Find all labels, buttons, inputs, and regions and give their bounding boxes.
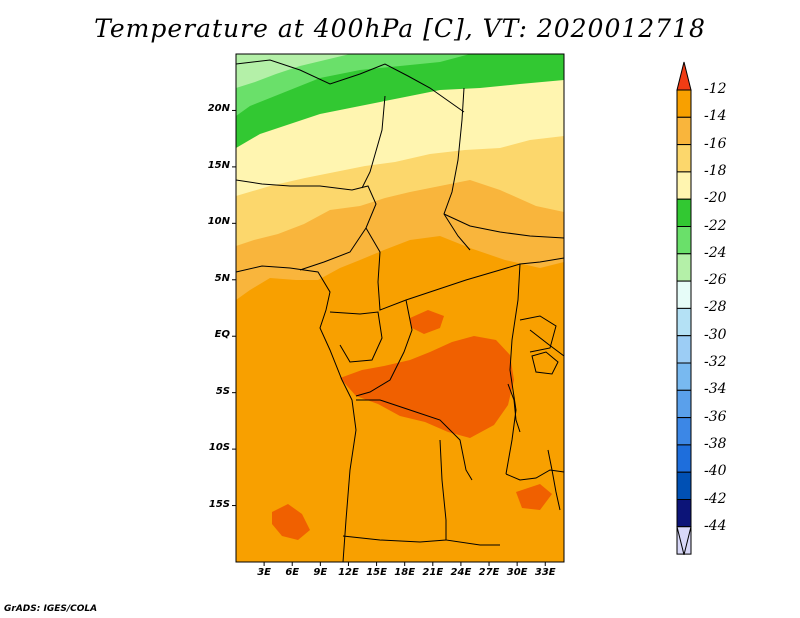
border-cameroon-car [365,227,564,311]
colorbar-level-label: -42 [704,490,727,507]
lat-tick-label: 15N [207,159,230,171]
colorbar-level-label: -40 [704,463,727,480]
lon-tick-label: 24E [450,567,472,578]
lon-tick-label: 33E [534,567,556,578]
coastline [236,265,357,562]
colorbar-swatch [676,389,692,419]
colorbar-swatch [676,444,692,473]
map-title: Temperature at 400hPa [C], VT: 202001271… [94,14,706,43]
lat-tick-label: 10S [208,442,230,454]
colorbar-swatch [676,417,692,446]
colorbar-swatch [676,280,692,309]
colorbar-level-label: -20 [704,190,727,207]
colorbar-level-label: -18 [704,162,727,179]
field-patch-minus12-congo [340,336,514,438]
lake-tanganyika [507,383,521,433]
border-nigeria [236,179,377,271]
field-band-minus26 [236,54,350,88]
lon-tick-label: 21E [422,567,444,578]
lat-tick-label: 20N [207,103,230,115]
axis-tick-marks [232,109,546,566]
lake-malawi [547,449,561,511]
colorbar-swatch [676,499,692,528]
border-zambia-tanzania [505,469,564,481]
lon-tick-label: 3E [257,567,271,578]
border-angola-drc [356,399,473,481]
colorbar-level-label: -34 [704,381,727,398]
lon-tick-label: 30E [506,567,528,578]
colorbar-swatch [676,307,692,337]
colorbar-level-label: -16 [704,135,727,152]
map-frame [235,53,565,563]
colorbar-swatch [676,335,692,364]
colorbar-level-label: -32 [704,354,727,370]
field-patch-minus12-south [272,504,310,540]
lon-tick-label: 18E [394,567,416,578]
border-gabon-congo [329,311,383,363]
lat-tick-label: EQ [214,329,230,341]
border-niger-chad [361,95,386,189]
colorbar-level-label: -26 [704,272,727,289]
lon-tick-label: 12E [338,567,359,578]
colorbar [676,61,692,555]
border-angola-zambia [439,439,500,546]
colorbar-swatch [676,198,692,227]
colorbar-swatch [676,116,692,146]
lon-tick-label: 9E [313,567,328,578]
temperature-field [236,54,564,562]
field-band-minus24 [236,54,470,116]
colorbar-swatch [676,471,692,501]
field-patch-minus12-east [516,484,552,510]
colorbar-swatch [676,253,692,282]
colorbar-swatch [676,362,692,391]
lake-victoria [531,351,559,375]
software-credit: GrADS: IGES/COLA [4,604,98,614]
lon-tick-label: 27E [478,567,500,578]
colorbar-top-cap [676,61,692,91]
border-angola-namibia [342,535,447,543]
colorbar-level-label: -12 [704,81,727,97]
colorbar-swatch [676,144,692,173]
colorbar-level-label: -36 [704,408,727,425]
colorbar-level-label: -38 [704,435,727,452]
border-libya-niger [236,59,465,113]
lon-tick-label: 15E [366,567,387,578]
colorbar-level-label: -14 [704,108,727,125]
colorbar-swatch [676,171,692,200]
border-sudan-ssudan [443,213,564,239]
lat-tick-label: 5N [214,272,230,284]
border-chad-sudan [443,87,471,251]
colorbar-level-label: -28 [704,299,727,316]
colorbar-level-label: -22 [704,217,727,234]
colorbar-bottom-cap [676,526,692,555]
colorbar-swatch [676,89,692,118]
border-uganda [519,315,557,353]
colorbar-level-label: -44 [704,517,727,534]
colorbar-level-label: -30 [704,326,727,343]
border-kenya-tanzania [529,329,564,357]
lat-tick-label: 5S [215,385,230,397]
lat-tick-label: 15S [208,498,230,510]
border-drc-east [505,263,521,475]
border-congo-drc [355,299,413,397]
lon-tick-label: 6E [285,567,300,578]
colorbar-swatch [676,226,692,255]
lat-tick-label: 10N [207,216,230,228]
colorbar-level-label: -24 [704,244,727,261]
field-patch-minus12-north [410,310,444,334]
country-borders [236,59,564,562]
